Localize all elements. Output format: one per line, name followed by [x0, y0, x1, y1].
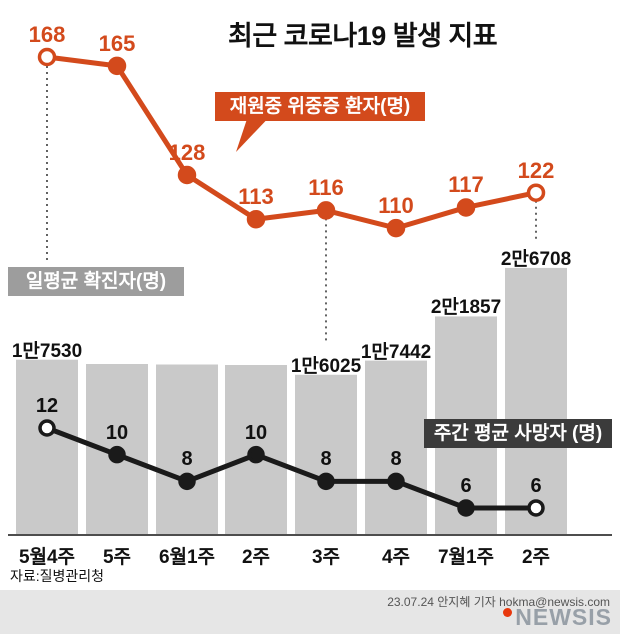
deaths-point	[457, 499, 475, 517]
chart-title: 최근 코로나19 발생 지표	[228, 21, 498, 51]
daily-confirmed-label: 일평균 확진자(명)	[8, 267, 184, 296]
deaths-point	[527, 499, 545, 517]
deaths-point	[317, 472, 335, 491]
bar-daily-confirmed	[365, 360, 427, 535]
bar-daily-confirmed	[505, 267, 567, 535]
deaths-point	[108, 445, 126, 464]
logo-text: NEWSIS	[515, 604, 612, 630]
deaths-point	[38, 419, 56, 437]
severe-point	[386, 218, 406, 238]
severe-patients-label: 재원중 위중증 환자(명)	[215, 92, 425, 121]
weekly-deaths-label: 주간 평균 사망자 (명)	[424, 419, 612, 448]
logo-red-dot-icon	[503, 608, 513, 617]
severe-point	[107, 56, 127, 76]
severe-line	[46, 54, 537, 231]
severe-point	[456, 198, 476, 217]
deaths-point	[178, 472, 196, 491]
footer: 23.07.24 안지혜 기자 hokma@newsis.com NEWSIS	[0, 590, 620, 634]
severe-point	[316, 201, 336, 220]
newsis-logo: NEWSIS	[503, 605, 612, 629]
bar-daily-confirmed	[16, 359, 78, 535]
deaths-point	[247, 445, 265, 464]
severe-point	[526, 183, 546, 202]
source-note: 자료:질병관리청	[10, 568, 105, 584]
bar-daily-confirmed	[295, 374, 357, 535]
deaths-point	[387, 472, 405, 491]
bar-daily-confirmed	[156, 364, 218, 535]
severe-point	[37, 47, 57, 67]
byline: 23.07.24 안지혜 기자 hokma@newsis.com	[387, 595, 610, 609]
severe-point	[246, 210, 266, 229]
deaths-line	[46, 425, 536, 511]
severe-point	[177, 165, 197, 185]
